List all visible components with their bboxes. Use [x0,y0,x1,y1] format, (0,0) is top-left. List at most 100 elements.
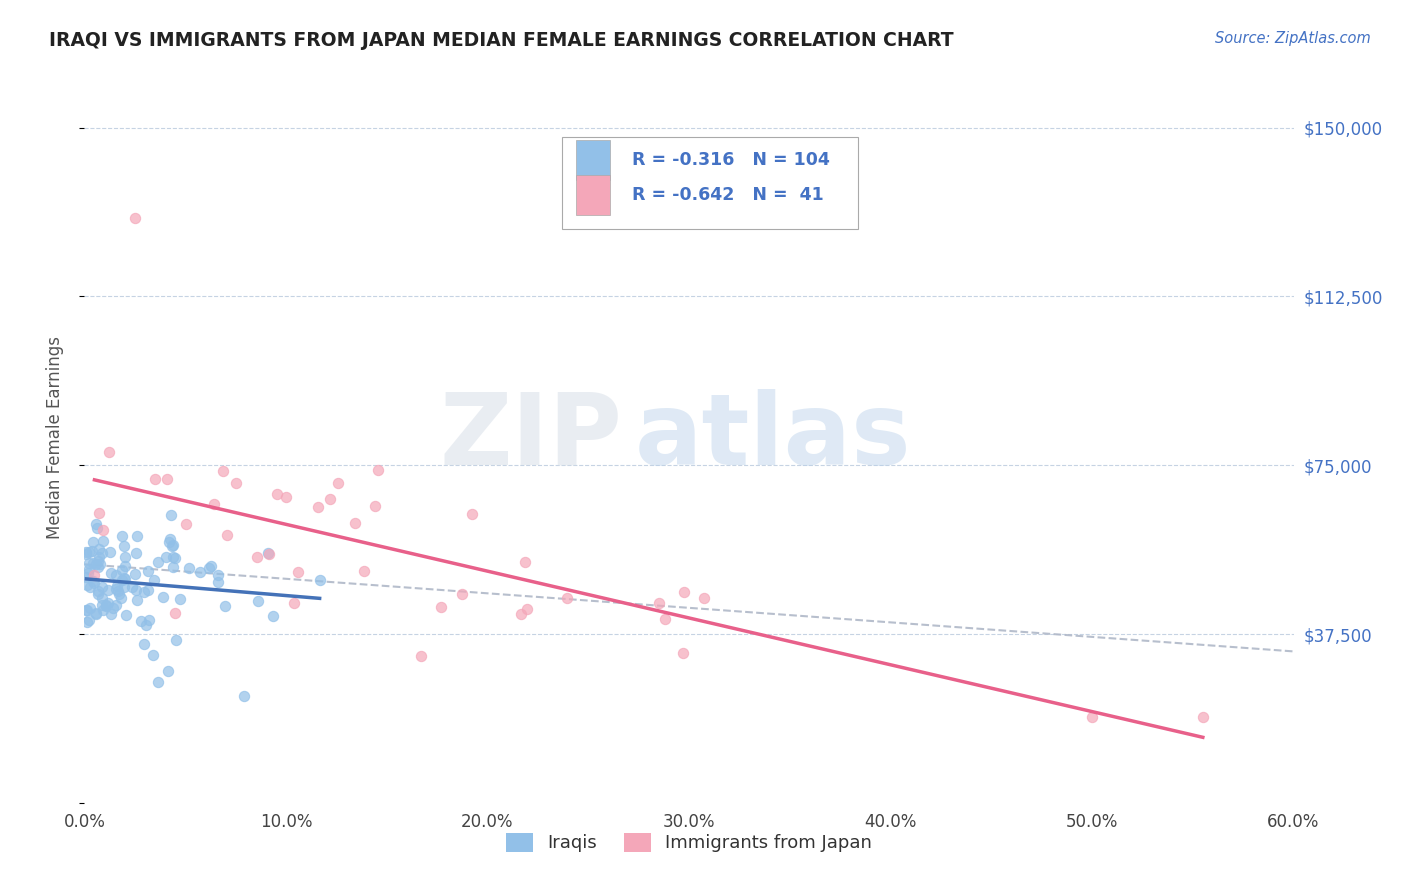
Point [90,598,112,612]
Point [77,566,100,581]
Point [257,546,280,560]
Point [91,533,114,548]
Point [125,593,148,607]
Point [156,665,179,679]
Point [87,560,110,574]
Point [91,602,114,616]
Point [107,584,129,599]
Point [114,558,136,573]
Point [105,579,128,593]
Point [160,508,183,522]
Point [156,472,179,486]
Point [157,535,180,549]
Point [364,500,387,514]
Point [165,632,187,647]
Point [274,490,297,504]
Point [693,591,716,605]
Point [450,586,472,600]
Point [1081,710,1104,724]
Point [87,586,110,600]
Point [257,548,280,562]
Point [84,606,107,620]
Point [125,546,148,560]
Point [104,582,127,596]
Point [162,538,184,552]
Point [100,607,122,621]
Point [177,561,200,575]
Point [246,550,269,565]
Point [75,570,97,584]
Point [148,674,170,689]
Point [77,613,100,627]
Point [124,211,146,225]
Point [86,584,108,599]
Point [79,580,101,594]
Point [155,549,177,564]
Point [135,618,157,632]
Point [121,580,143,594]
Point [162,539,184,553]
Point [132,637,155,651]
Point [654,612,676,626]
Point [287,566,309,580]
Point [672,646,695,660]
Text: IRAQI VS IMMIGRANTS FROM JAPAN MEDIAN FEMALE EARNINGS CORRELATION CHART: IRAQI VS IMMIGRANTS FROM JAPAN MEDIAN FE… [49,31,953,50]
Point [132,584,155,599]
Point [91,591,114,605]
Point [100,566,122,580]
Point [96,599,118,613]
Point [79,562,101,576]
Point [207,567,229,582]
Point [125,582,148,597]
Point [152,590,174,604]
Point [344,516,367,531]
Point [75,544,97,558]
Text: Source: ZipAtlas.com: Source: ZipAtlas.com [1215,31,1371,46]
Point [84,516,107,531]
Point [86,558,108,572]
Point [110,591,132,605]
Point [162,550,184,565]
Point [112,580,135,594]
Point [79,600,101,615]
Point [79,545,101,559]
Point [247,594,270,608]
Point [83,576,105,591]
Point [82,543,104,558]
Point [89,506,111,520]
Point [461,507,484,521]
Point [159,532,181,546]
Point [82,535,104,549]
Point [98,545,121,559]
Point [648,596,671,610]
Point [76,615,98,629]
Point [233,689,256,703]
Point [86,607,108,621]
Point [165,606,187,620]
Point [266,487,288,501]
Point [129,614,152,628]
Point [308,500,330,514]
Point [97,444,120,458]
Point [111,563,134,577]
Point [174,517,197,532]
Point [169,591,191,606]
Point [86,520,108,534]
Point [83,568,105,582]
Point [516,602,538,616]
Point [124,567,146,582]
Point [87,550,110,565]
Point [87,554,110,568]
FancyBboxPatch shape [576,140,610,180]
Point [75,547,97,561]
Point [101,601,124,615]
Text: R = -0.316   N = 104: R = -0.316 N = 104 [633,152,830,169]
Point [104,598,127,612]
Point [411,648,433,663]
Text: R = -0.642   N =  41: R = -0.642 N = 41 [633,186,824,204]
Point [114,572,136,586]
Point [105,568,128,582]
Point [75,603,97,617]
Point [112,540,135,554]
Point [165,551,187,566]
